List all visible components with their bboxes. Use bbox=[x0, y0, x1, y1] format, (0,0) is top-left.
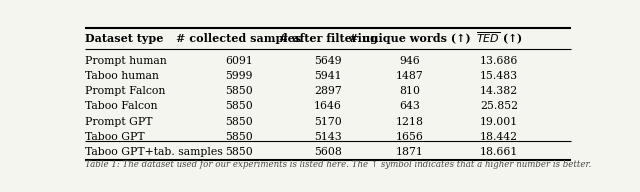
Text: 1656: 1656 bbox=[396, 132, 424, 142]
Text: Prompt GPT: Prompt GPT bbox=[85, 117, 152, 127]
Text: Taboo GPT+tab. samples: Taboo GPT+tab. samples bbox=[85, 147, 223, 157]
Text: 1487: 1487 bbox=[396, 71, 424, 81]
Text: 18.442: 18.442 bbox=[480, 132, 518, 142]
Text: 5850: 5850 bbox=[225, 132, 253, 142]
Text: 5850: 5850 bbox=[225, 101, 253, 111]
Text: # after filtering: # after filtering bbox=[278, 33, 378, 44]
Text: 5649: 5649 bbox=[314, 56, 342, 66]
Text: 810: 810 bbox=[399, 86, 420, 96]
Text: 6091: 6091 bbox=[225, 56, 253, 66]
Text: 1871: 1871 bbox=[396, 147, 424, 157]
Text: Prompt human: Prompt human bbox=[85, 56, 166, 66]
Text: 5999: 5999 bbox=[225, 71, 252, 81]
Text: Table 1: The dataset used for our experiments is listed here. The ↑ symbol indic: Table 1: The dataset used for our experi… bbox=[85, 160, 591, 169]
Text: 13.686: 13.686 bbox=[480, 56, 518, 66]
Text: 15.483: 15.483 bbox=[480, 71, 518, 81]
Text: 5143: 5143 bbox=[314, 132, 342, 142]
Text: 5170: 5170 bbox=[314, 117, 342, 127]
Text: 1646: 1646 bbox=[314, 101, 342, 111]
Text: 5850: 5850 bbox=[225, 147, 253, 157]
Text: 5608: 5608 bbox=[314, 147, 342, 157]
Text: $\overline{TED}$ (↑): $\overline{TED}$ (↑) bbox=[476, 31, 523, 47]
Text: 1218: 1218 bbox=[396, 117, 424, 127]
Text: Taboo human: Taboo human bbox=[85, 71, 159, 81]
Text: 946: 946 bbox=[399, 56, 420, 66]
Text: # unique words (↑): # unique words (↑) bbox=[349, 33, 470, 44]
Text: Taboo Falcon: Taboo Falcon bbox=[85, 101, 157, 111]
Text: 5850: 5850 bbox=[225, 117, 253, 127]
Text: 2897: 2897 bbox=[314, 86, 342, 96]
Text: 25.852: 25.852 bbox=[480, 101, 518, 111]
Text: 643: 643 bbox=[399, 101, 420, 111]
Text: Prompt Falcon: Prompt Falcon bbox=[85, 86, 165, 96]
Text: Dataset type: Dataset type bbox=[85, 33, 163, 44]
Text: 18.661: 18.661 bbox=[480, 147, 518, 157]
Text: 5850: 5850 bbox=[225, 86, 253, 96]
Text: 14.382: 14.382 bbox=[480, 86, 518, 96]
Text: Taboo GPT: Taboo GPT bbox=[85, 132, 145, 142]
Text: # collected samples: # collected samples bbox=[176, 33, 301, 44]
Text: 19.001: 19.001 bbox=[480, 117, 518, 127]
Text: 5941: 5941 bbox=[314, 71, 342, 81]
